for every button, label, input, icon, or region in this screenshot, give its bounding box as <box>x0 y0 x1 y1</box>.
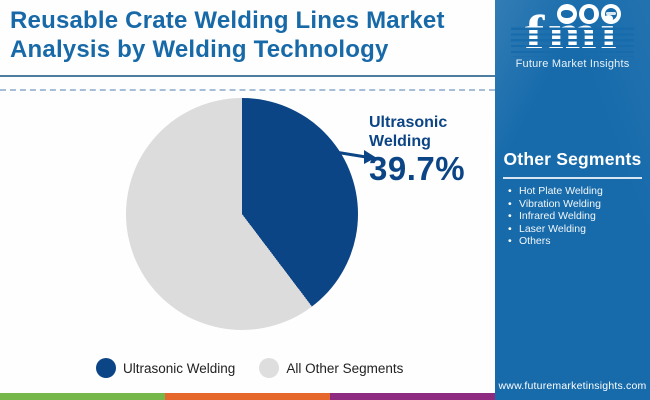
europe-africa-map-icon <box>579 4 599 24</box>
other-segment-item: Others <box>508 235 646 248</box>
legend-item-ultrasonic-welding: Ultrasonic Welding <box>96 358 235 378</box>
other-segment-item: Infrared Welding <box>508 210 646 223</box>
plot-top-dashed-line <box>0 89 495 91</box>
header-divider <box>0 75 495 77</box>
legend-label-ultrasonic-welding: Ultrasonic Welding <box>123 360 236 376</box>
americas-map-icon <box>557 4 577 24</box>
logo-badges <box>557 4 621 24</box>
pie-callout: Ultrasonic Welding 39.7% <box>369 113 479 186</box>
legend-item-all-other-segments: All Other Segments <box>259 358 403 378</box>
legend-swatch-gray <box>259 358 280 378</box>
pie-chart <box>126 98 358 330</box>
logo-stripe-overlay <box>511 24 634 57</box>
sidebar: fmi Future Market Insights Other Segment… <box>495 0 650 400</box>
main-chart-area: Reusable Crate Welding Lines Market Anal… <box>0 7 495 400</box>
stripe-purple-segment <box>330 393 495 400</box>
other-segments-heading: Other Segments <box>503 149 642 169</box>
other-segment-item: Hot Plate Welding <box>508 185 646 198</box>
other-segment-item: Laser Welding <box>508 223 646 236</box>
chart-legend: Ultrasonic Welding All Other Segments <box>96 358 403 378</box>
callout-right-arrow-icon <box>334 150 376 164</box>
page-title: Reusable Crate Welding Lines Market Anal… <box>10 7 445 63</box>
fmi-logo: fmi Future Market Insights <box>495 0 650 76</box>
website-link[interactable]: www.futuremarketinsights.com <box>498 380 647 392</box>
other-segment-item: Vibration Welding <box>508 198 646 211</box>
fmi-logo-subtitle: Future Market Insights <box>515 58 630 70</box>
stripe-green-segment <box>0 393 165 400</box>
callout-label: Ultrasonic Welding <box>369 114 448 150</box>
globe-icon <box>601 4 621 24</box>
other-segments-list: Hot Plate WeldingVibration WeldingInfrar… <box>508 185 646 248</box>
other-segments-underline <box>503 177 642 179</box>
legend-label-all-other-segments: All Other Segments <box>286 360 404 376</box>
stripe-orange-segment <box>165 393 330 400</box>
legend-swatch-blue <box>96 358 116 378</box>
callout-value: 39.7% <box>369 150 466 187</box>
bottom-accent-stripe <box>0 393 495 400</box>
